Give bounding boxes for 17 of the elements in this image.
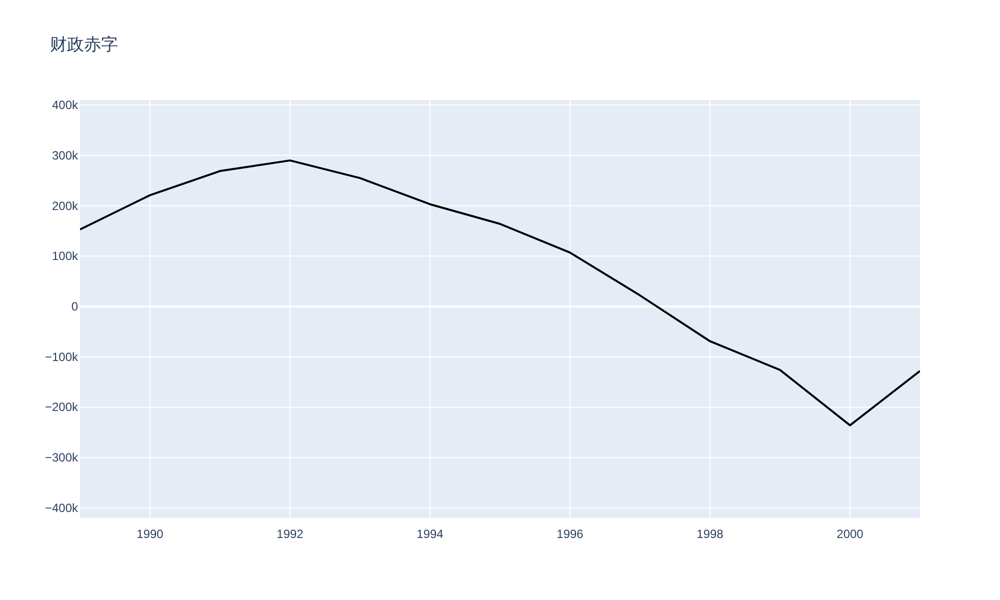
x-tick-label: 1998 [696, 527, 724, 541]
x-tick-label: 1994 [416, 527, 444, 541]
line-series [80, 159, 920, 426]
x-tick-label: 1990 [136, 527, 164, 541]
chart-title: 财政赤字 [50, 35, 118, 54]
y-tick-label: 100k [52, 249, 79, 264]
y-tick-label: 300k [52, 148, 79, 162]
y-tick-label: 400k [52, 98, 79, 112]
x-tick-label: 2000 [836, 527, 864, 541]
y-tick-label: −300k [44, 450, 79, 465]
y-tick-label: −100k [44, 350, 79, 364]
y-tick-label: −400k [44, 500, 79, 515]
y-tick-label: −200k [44, 400, 79, 414]
y-tick-label: 0 [71, 299, 78, 314]
y-tick-label: 200k [52, 198, 79, 213]
x-tick-label: 1992 [276, 527, 304, 541]
x-tick-label: 1996 [556, 527, 584, 541]
